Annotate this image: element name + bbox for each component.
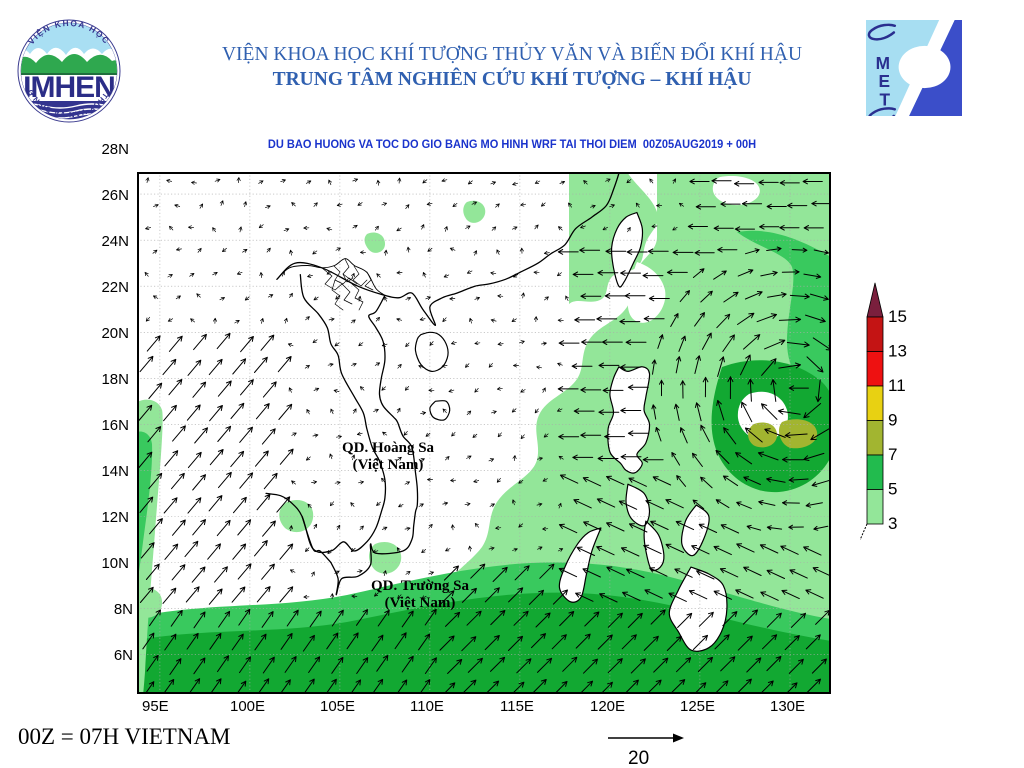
svg-text:T: T <box>879 89 890 109</box>
svg-text:M: M <box>876 53 890 73</box>
svg-text:5: 5 <box>888 480 897 499</box>
svg-text:9: 9 <box>888 411 897 430</box>
svg-text:15: 15 <box>888 307 907 326</box>
svg-text:E: E <box>878 71 890 91</box>
svg-text:20: 20 <box>628 748 649 768</box>
svg-text:13: 13 <box>888 342 907 361</box>
svg-text:7: 7 <box>888 445 897 464</box>
svg-text:3: 3 <box>888 514 897 533</box>
svg-text:11: 11 <box>888 376 906 395</box>
